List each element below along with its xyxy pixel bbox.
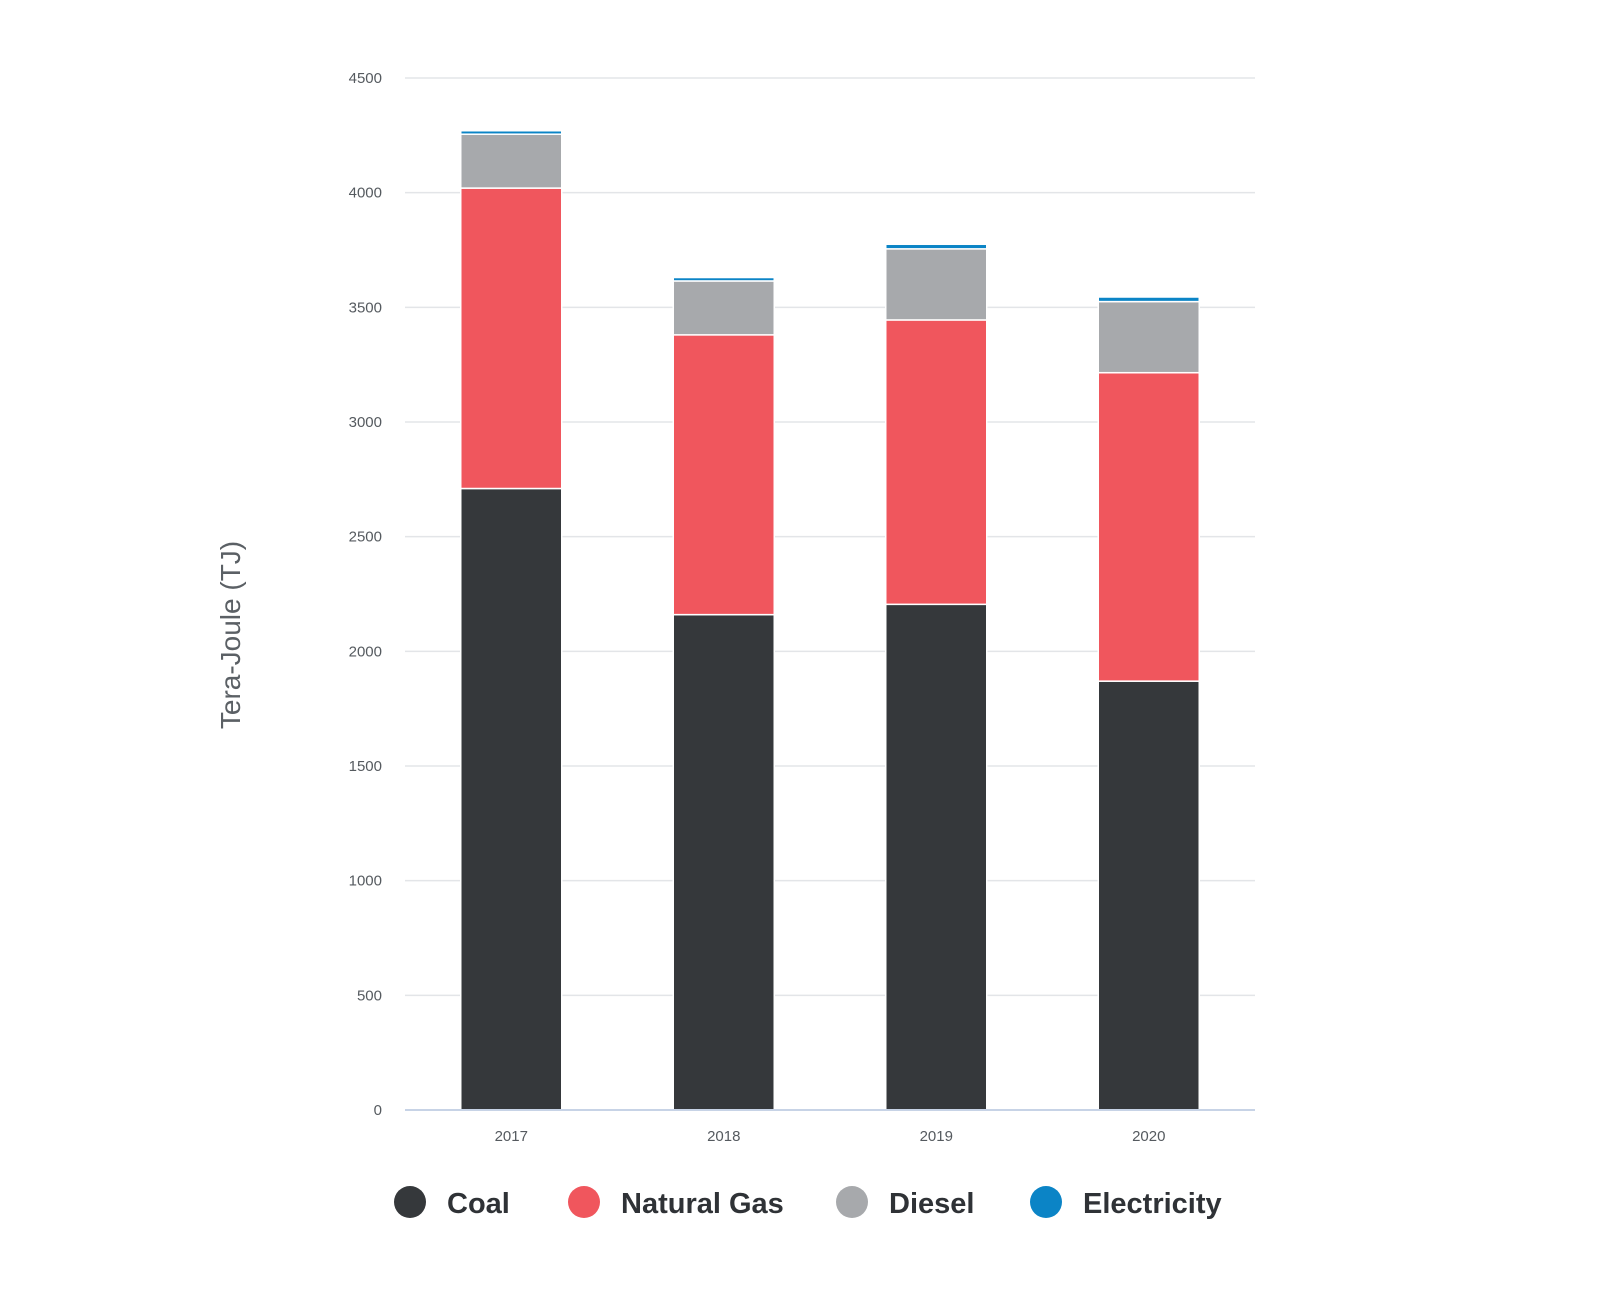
x-tick-label: 2019 <box>920 1128 953 1145</box>
legend-swatch <box>1030 1186 1062 1218</box>
bar-segment-natural-gas-2017 <box>460 187 563 490</box>
y-tick-label: 4000 <box>349 185 382 202</box>
bar-segment-coal-2017 <box>460 487 563 1111</box>
legend-swatch <box>394 1186 426 1218</box>
bar-segment-natural-gas-2019 <box>885 319 988 606</box>
bar-segment-diesel-2017 <box>460 133 563 189</box>
bar-segment-electricity-2017 <box>460 129 563 135</box>
legend-item-natural-gas: Natural Gas <box>568 1186 784 1220</box>
x-axis-ticks: 2017 2018 2019 2020 <box>495 1128 1166 1145</box>
x-tick-label: 2017 <box>495 1128 528 1145</box>
y-tick-label: 3500 <box>349 299 382 316</box>
legend-item-coal: Coal <box>394 1186 510 1220</box>
legend-swatch <box>568 1186 600 1218</box>
y-axis-title: Tera-Joule (TJ) <box>215 541 246 729</box>
bar-segment-natural-gas-2020 <box>1097 371 1200 682</box>
legend: Coal Natural Gas Diesel Electricity <box>394 1186 1222 1220</box>
legend-item-diesel: Diesel <box>836 1186 974 1220</box>
x-tick-label: 2018 <box>707 1128 740 1145</box>
y-tick-label: 0 <box>374 1102 382 1119</box>
y-tick-label: 1500 <box>349 758 382 775</box>
bar-segment-diesel-2019 <box>885 248 988 321</box>
bar-segment-coal-2020 <box>1097 680 1200 1111</box>
legend-label: Electricity <box>1083 1188 1222 1220</box>
legend-label: Coal <box>447 1188 510 1220</box>
legend-label: Diesel <box>889 1188 974 1220</box>
bar-segment-coal-2019 <box>885 603 988 1111</box>
y-tick-label: 3000 <box>349 414 382 431</box>
y-tick-label: 500 <box>357 987 382 1004</box>
y-tick-label: 2000 <box>349 643 382 660</box>
y-tick-label: 4500 <box>349 70 382 87</box>
bar-segment-diesel-2020 <box>1097 300 1200 374</box>
bar-segment-electricity-2018 <box>672 276 775 282</box>
legend-swatch <box>836 1186 868 1218</box>
x-tick-label: 2020 <box>1132 1128 1165 1145</box>
y-tick-label: 1000 <box>349 873 382 890</box>
y-tick-label: 2500 <box>349 529 382 546</box>
legend-label: Natural Gas <box>621 1188 784 1220</box>
bar-segment-natural-gas-2018 <box>672 334 775 616</box>
bar-segment-coal-2018 <box>672 613 775 1111</box>
bars <box>460 129 1200 1111</box>
bar-segment-electricity-2020 <box>1097 296 1200 303</box>
y-axis-ticks: 0 500 1000 1500 2000 2500 3000 3500 4000 4500 <box>349 70 382 1119</box>
bar-segment-electricity-2019 <box>885 243 988 250</box>
legend-item-electricity: Electricity <box>1030 1186 1222 1220</box>
bar-segment-diesel-2018 <box>672 280 775 336</box>
